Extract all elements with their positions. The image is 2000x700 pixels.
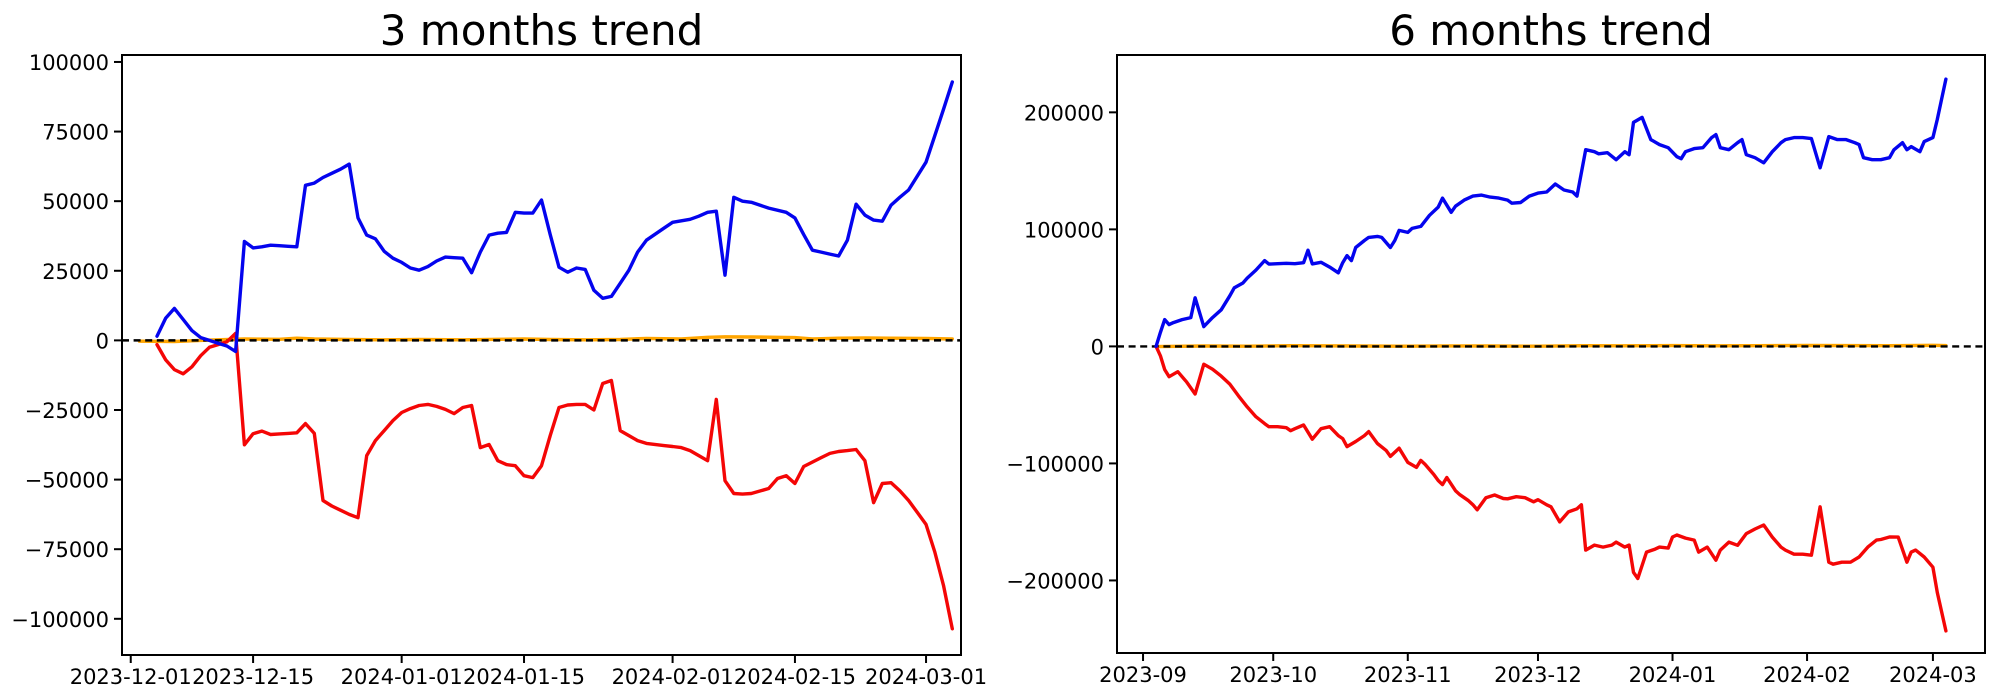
x-tick-label: 2024-01: [1629, 663, 1717, 687]
x-tick-label: 2023-12-01: [70, 665, 192, 689]
y-tick-label: 0: [1091, 335, 1104, 359]
series-blue-line: [1154, 77, 1948, 349]
x-tick-label: 2024-02: [1763, 663, 1851, 687]
x-tick-label: 2024-03: [1889, 663, 1977, 687]
y-tick-label: −100000: [11, 608, 109, 632]
x-tick-label: 2024-02-15: [734, 665, 856, 689]
plot-frame: [1116, 54, 1986, 654]
y-tick-label: 100000: [29, 51, 109, 75]
y-tick-label: −25000: [25, 399, 109, 423]
chart-title-6-months: 6 months trend: [1389, 6, 1713, 55]
chart-6-months-trend: 6 months trend 200000 100000 0 −100000 −2000…: [1006, 6, 1986, 687]
series-red-line: [1154, 344, 1948, 633]
x-tick-label: 2023-10: [1229, 663, 1317, 687]
y-tick-label: 0: [96, 329, 109, 353]
x-tick-label: 2024-02-01: [612, 665, 734, 689]
x-tick-label: 2024-03-01: [865, 665, 987, 689]
x-tick-label: 2023-12: [1494, 663, 1582, 687]
x-tick-label: 2023-12-15: [192, 665, 314, 689]
x-tick-label: 2023-09: [1099, 663, 1187, 687]
x-tick-label: 2024-01-01: [341, 665, 463, 689]
y-tick-label: −75000: [25, 538, 109, 562]
y-tick-label: −200000: [1006, 569, 1104, 593]
series-blue-line: [155, 80, 954, 354]
series-red-line: [155, 331, 954, 631]
y-tick-label: −100000: [1006, 452, 1104, 476]
y-tick-label: 50000: [42, 190, 109, 214]
y-tick-label: 200000: [1024, 101, 1104, 125]
plot-frame: [121, 54, 962, 656]
chart-title-3-months: 3 months trend: [380, 6, 704, 55]
y-tick-label: −50000: [25, 469, 109, 493]
chart-3-months-trend: 3 months trend 100000 75000 50000 25000 0 −25…: [11, 6, 987, 689]
x-tick-label: 2023-11: [1364, 663, 1452, 687]
y-tick-label: 75000: [42, 121, 109, 145]
series-orange-line: [137, 335, 954, 344]
y-tick-label: 25000: [42, 260, 109, 284]
x-tick-label: 2024-01-15: [463, 665, 585, 689]
y-tick-label: 100000: [1024, 218, 1104, 242]
